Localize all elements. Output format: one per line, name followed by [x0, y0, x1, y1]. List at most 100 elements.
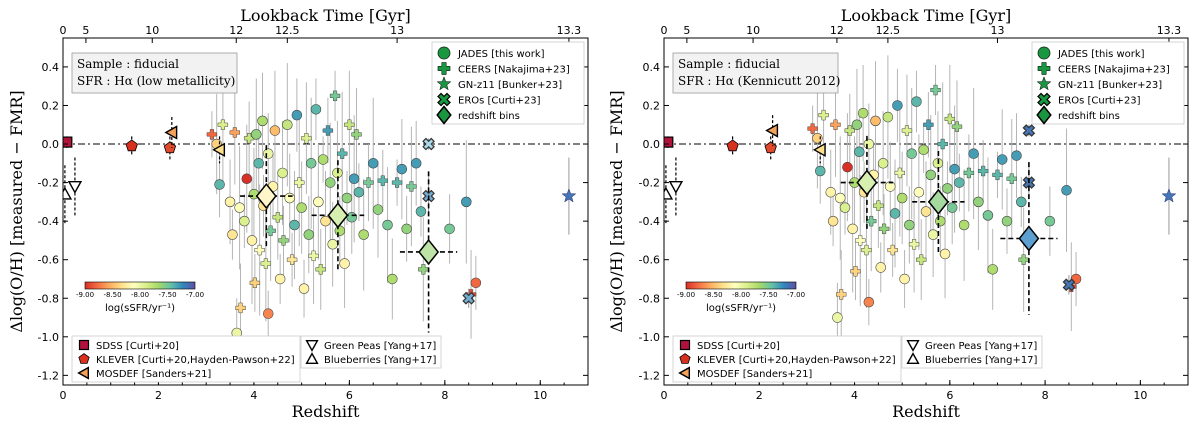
jades-point [214, 179, 225, 190]
colorbar-tick-label: -7.00 [186, 291, 204, 299]
legend-lower-left-label: SDSS [Curti+20] [96, 341, 179, 352]
jades-point [284, 192, 295, 204]
top-tick-label: 10 [746, 24, 760, 37]
legend-lower-right [901, 335, 1043, 369]
jades-point [257, 115, 268, 127]
ceers-point [807, 123, 818, 134]
blueberries-point [664, 186, 674, 200]
jades-point [415, 206, 427, 217]
ceers-point [249, 277, 261, 289]
legend-lower-left-label: KLEVER [Curti+20,Hayden-Pawson+22] [697, 355, 896, 366]
panel-right: 0 2 4 6 8 10 -1.2 -1.0 -0.8 -0.6 -0.4 -0.2 0.0 0.2 0.4… [607, 6, 1189, 421]
y-tick-label: -0.2 [38, 177, 59, 190]
jades-point [461, 196, 472, 208]
y-tick-label: 0.2 [42, 99, 60, 112]
jades-point [241, 173, 253, 184]
ceers-point [944, 113, 956, 125]
legend-lower-left-label: MOSDEF [Sanders+21] [96, 369, 211, 380]
legend-lower-right-label: Green Peas [Yang+17] [324, 341, 436, 352]
y-tick-label: -0.4 [38, 215, 59, 228]
y-tick-label: 0.0 [643, 138, 661, 151]
jades-point [367, 158, 379, 169]
top-axis-title: Lookback Time [Gyr] [841, 6, 1012, 25]
y-tick-label: -0.2 [639, 177, 660, 190]
legend-tri-down-icon [906, 339, 920, 352]
legend-square-icon [78, 339, 90, 351]
redshift-bin-marker [327, 202, 349, 229]
sample-box-line: SFR : Hα (low metallicity) [77, 74, 235, 88]
jades-point [310, 104, 322, 115]
ceers-point [329, 90, 341, 102]
ceers-point [908, 239, 920, 250]
x-tick-label: 10 [533, 389, 547, 402]
ceers-point [351, 129, 362, 140]
colorbar-tick-label: -8.00 [131, 291, 149, 299]
jades-point [305, 158, 317, 169]
legend-lower-right-label: Blueberries [Yang+17] [324, 355, 437, 366]
redshift-bin-marker [255, 182, 277, 210]
colorbar [685, 281, 797, 290]
jades-point [857, 107, 869, 119]
legend-plus-icon [437, 62, 451, 75]
jades-point [327, 239, 338, 250]
ceers-point [850, 266, 861, 277]
jades-point [949, 163, 960, 175]
jades-point [470, 277, 482, 289]
jades-point [341, 192, 353, 204]
top-tick-label: 12.5 [876, 24, 901, 37]
top-tick-label: 13.3 [557, 24, 582, 37]
colorbar-tick-label: -9.00 [677, 291, 695, 299]
ceers-point [836, 289, 847, 300]
jades-point [968, 148, 979, 159]
x-tick-label: 2 [155, 389, 162, 402]
jades-point [942, 183, 953, 194]
top-tick-label: 0 [661, 24, 668, 37]
y-tick-label: -0.6 [38, 254, 59, 267]
colorbar-tick-label: -8.00 [732, 291, 750, 299]
jades-point [348, 173, 360, 184]
legend-upper-label: EROs [Curti+23] [1058, 96, 1141, 107]
top-tick-label: 12 [229, 24, 243, 37]
y-axis-title: Δlog(O/H) [measured − FMR] [7, 90, 26, 332]
legend-star-icon [1036, 76, 1052, 91]
legend-lower-left-label: KLEVER [Curti+20,Hayden-Pawson+22] [96, 355, 295, 366]
y-tick-label: -0.6 [639, 254, 660, 267]
jades-point [1044, 215, 1056, 227]
jades-point [832, 312, 843, 323]
klever-point [764, 141, 777, 154]
jades-point [396, 163, 408, 175]
ceers-point [418, 264, 429, 275]
legend-upper-label: CEERS [Nakajima+23] [458, 65, 570, 76]
ceers-point [229, 127, 241, 138]
x-tick-label: 10 [1133, 389, 1147, 402]
jades-point [444, 223, 455, 235]
jades-point [334, 225, 346, 237]
jades-point [827, 215, 839, 227]
jades-point [353, 186, 365, 198]
legend-circle-icon [1037, 46, 1051, 60]
top-tick-label: 5 [683, 24, 690, 37]
sdss-point [664, 136, 674, 148]
legend-pentagon-icon [78, 353, 90, 364]
ceers-point [901, 125, 913, 136]
legend-circle-icon [437, 46, 451, 60]
legend-pentagon-icon [679, 353, 691, 364]
colorbar-tick-label: -8.50 [704, 291, 722, 299]
colorbar-tick-label: -7.50 [759, 291, 777, 299]
x-tick-label: 4 [250, 389, 257, 402]
legend-diamond-icon [1036, 105, 1052, 125]
x-tick-label: 0 [661, 389, 668, 402]
ceers-point [217, 119, 229, 130]
redshift-bin-marker [1018, 225, 1040, 252]
sample-box-line: Sample : fiducial [77, 57, 179, 71]
legend-upper-label: redshift bins [458, 111, 520, 122]
ceers-point [260, 258, 272, 269]
ero-point [1062, 278, 1076, 292]
jades-point [339, 258, 350, 269]
x-axis-title: Redshift [292, 402, 360, 421]
legend-lower-left-label: MOSDEF [Sanders+21] [697, 369, 812, 380]
colorbar-label: log(sSFR/yr⁻¹) [706, 303, 776, 314]
y-tick-label: -0.8 [38, 292, 59, 305]
x-tick-label: 6 [946, 389, 953, 402]
jades-point [899, 273, 910, 285]
